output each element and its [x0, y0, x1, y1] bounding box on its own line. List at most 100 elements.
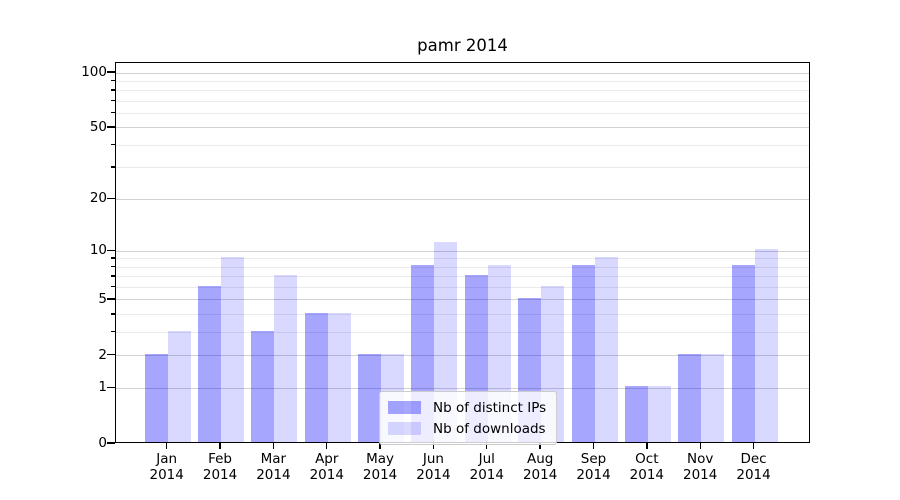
gridline-minor — [116, 100, 809, 102]
bar-distinct-ips-sep — [571, 265, 595, 442]
bar-downloads-nov — [701, 353, 725, 442]
x-tick-month: Oct — [635, 451, 659, 467]
x-tick-label-feb: Feb 2014 — [180, 451, 260, 483]
x-tick-label-mar: Mar 2014 — [233, 451, 313, 483]
x-tick-year: 2014 — [416, 467, 451, 483]
bar-downloads-feb — [221, 256, 245, 442]
y-minor-tick-mark — [111, 331, 115, 333]
x-tick-month: Jul — [478, 451, 495, 467]
y-minor-tick-mark — [111, 265, 115, 268]
bar-distinct-ips-apr — [304, 312, 328, 442]
x-tick-mark — [219, 443, 221, 449]
x-tick-month: Sep — [580, 451, 607, 467]
bar-downloads-apr — [327, 312, 351, 442]
gridline-minor — [116, 332, 809, 334]
y-minor-tick-mark — [111, 313, 115, 315]
x-tick-year: 2014 — [362, 467, 398, 483]
bar-distinct-ips-oct — [624, 386, 648, 442]
bar-distinct-ips-feb — [198, 285, 222, 442]
bar-distinct-ips-dec — [731, 265, 755, 442]
gridline-minor — [116, 144, 809, 146]
y-minor-tick-mark — [111, 257, 115, 259]
x-tick-month: Dec — [740, 451, 767, 467]
x-tick-label-dec: Dec 2014 — [714, 451, 794, 483]
y-tick-label: 1 — [98, 379, 107, 396]
legend-label: Nb of distinct IPs — [433, 399, 547, 416]
x-tick-label-oct: Oct 2014 — [607, 451, 687, 483]
gridline-minor — [116, 258, 809, 260]
gridline-major — [116, 250, 809, 252]
bar-downloads-sep — [594, 256, 618, 442]
gridline-major — [116, 198, 809, 200]
x-tick-year: 2014 — [683, 467, 718, 483]
x-tick-year: 2014 — [149, 467, 184, 483]
y-tick-label: 2 — [98, 346, 107, 363]
gridline-minor — [116, 287, 809, 289]
x-tick-year: 2014 — [522, 467, 558, 483]
bar-distinct-ips-mar — [251, 330, 275, 442]
x-tick-mark — [699, 443, 701, 449]
gridline-major — [116, 387, 809, 389]
gridline-minor — [116, 90, 809, 92]
y-minor-tick-mark — [111, 89, 115, 91]
gridline-minor — [116, 167, 809, 169]
bar-downloads-jan — [167, 330, 191, 442]
legend-swatch-distinct-ips — [388, 401, 421, 414]
y-minor-tick-mark — [111, 166, 115, 168]
gridline-minor — [116, 80, 809, 82]
y-tick-label: 0 — [98, 435, 107, 451]
legend-swatch-downloads — [388, 422, 421, 435]
x-tick-label-nov: Nov 2014 — [660, 451, 740, 483]
x-tick-month: May — [366, 451, 395, 467]
bar-distinct-ips-nov — [678, 353, 702, 442]
x-tick-mark — [326, 443, 328, 449]
x-tick-year: 2014 — [469, 467, 504, 483]
x-tick-label-jun: Jun 2014 — [393, 451, 473, 483]
legend-item: Nb of downloads — [388, 418, 546, 439]
x-tick-mark — [272, 443, 275, 449]
gridline-minor — [116, 266, 809, 268]
y-minor-tick-mark — [111, 112, 115, 114]
x-tick-month: Apr — [315, 451, 339, 467]
y-tick-label: 10 — [89, 242, 107, 259]
x-tick-year: 2014 — [576, 467, 611, 483]
gridline-major — [116, 127, 809, 129]
x-tick-year: 2014 — [309, 467, 344, 483]
x-tick-month: Nov — [687, 451, 714, 467]
gridline-minor — [116, 276, 809, 278]
plot-area — [115, 62, 810, 443]
gridline-major — [116, 299, 809, 301]
x-tick-mark — [432, 443, 435, 449]
x-tick-year: 2014 — [736, 467, 771, 483]
x-tick-mark — [539, 443, 541, 449]
gridline-minor — [116, 314, 809, 316]
y-minor-tick-mark — [111, 79, 115, 82]
x-tick-month: Jan — [156, 451, 178, 467]
legend-item: Nb of distinct IPs — [388, 397, 546, 418]
x-tick-month: Jun — [422, 451, 444, 467]
gridline-major — [116, 72, 809, 74]
bar-distinct-ips-may — [358, 353, 382, 442]
y-tick-mark — [107, 126, 115, 128]
y-minor-tick-mark — [111, 286, 115, 288]
y-minor-tick-mark — [111, 99, 115, 102]
y-tick-mark — [107, 249, 115, 251]
legend: Nb of distinct IPs Nb of downloads — [379, 391, 558, 445]
gridline-major — [116, 355, 809, 357]
x-tick-label-jan: Jan 2014 — [127, 451, 207, 483]
bar-downloads-dec — [754, 249, 778, 442]
y-tick-mark — [107, 197, 115, 199]
x-tick-label-may: May 2014 — [340, 451, 420, 483]
x-tick-mark — [646, 443, 648, 449]
x-tick-label-apr: Apr 2014 — [287, 451, 367, 483]
bar-downloads-mar — [274, 274, 298, 442]
y-tick-label: 20 — [89, 190, 107, 207]
y-minor-tick-mark — [111, 143, 115, 146]
y-tick-mark — [107, 71, 115, 73]
x-tick-label-aug: Aug 2014 — [500, 451, 580, 483]
gridline-minor — [116, 113, 809, 115]
x-tick-mark — [379, 443, 381, 449]
y-tick-label: 50 — [89, 118, 107, 135]
x-tick-mark — [752, 443, 755, 449]
x-tick-label-jul: Jul 2014 — [447, 451, 527, 483]
